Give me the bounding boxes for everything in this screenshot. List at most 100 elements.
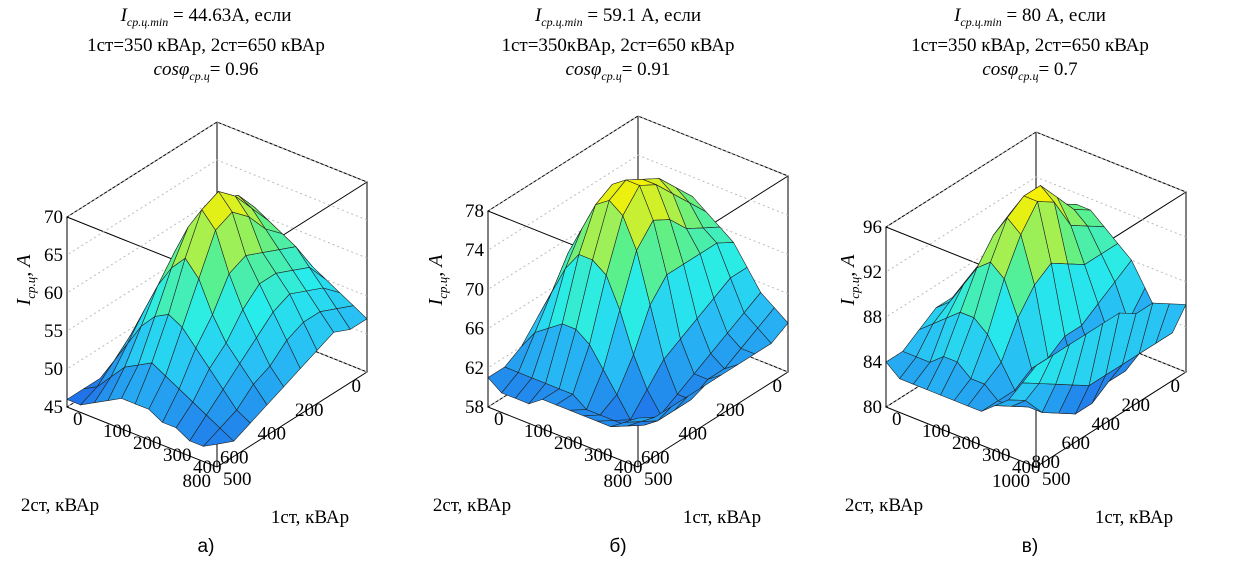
grid-line-z xyxy=(66,121,368,218)
title-line-value: = 0.91 xyxy=(621,58,671,80)
title-line: 1ст=350 кВАр, 2ст=650 кВАр xyxy=(824,34,1236,58)
x-tick-label: 0 xyxy=(773,376,783,397)
x-tick-label: 800 xyxy=(604,471,633,492)
grid-line-z xyxy=(487,115,789,212)
title-line-variable: I xyxy=(120,5,127,26)
title-line-subscript: ср.ц xyxy=(189,68,210,83)
z-tick-label: 60 xyxy=(44,283,63,304)
z-tick-label: 45 xyxy=(44,397,63,418)
surface xyxy=(487,178,789,428)
z-axis-label: Iср.ц, А xyxy=(837,254,862,307)
x-tick-label: 600 xyxy=(1062,433,1091,454)
grid-line-z xyxy=(487,154,789,251)
y-axis-label: 1ст, кВАр xyxy=(683,507,761,528)
z-tick-label: 78 xyxy=(465,201,484,222)
title-line: Iср.ц.min = 80 А, если xyxy=(824,4,1236,34)
title-line-value: = 0.96 xyxy=(209,58,259,80)
z-axis-label: Iср.ц, А xyxy=(425,254,450,307)
z-tick-label: 70 xyxy=(465,279,484,300)
grid-line-z xyxy=(885,131,1187,228)
z-tick-label: 74 xyxy=(465,240,485,261)
title-line: 1ст=350кВАр, 2ст=650 кВАр xyxy=(412,34,824,58)
title-line-text: 1ст=350кВАр, 2ст=650 кВАр xyxy=(501,34,735,56)
x-tick-label: 400 xyxy=(1092,414,1121,435)
title-line-subscript: ср.ц.min xyxy=(960,14,1002,29)
title-line-variable: cosφ xyxy=(565,58,602,80)
y-tick-label: 500 xyxy=(223,469,252,490)
title-line-value: = 0.7 xyxy=(1038,58,1078,80)
x-axis-label: 2ст, кВАр xyxy=(845,495,923,516)
title-line-value: = 59.1 А, если xyxy=(582,5,702,26)
z-tick-label: 55 xyxy=(44,321,63,342)
y-axis-label: 1ст, кВАр xyxy=(1095,507,1173,528)
y-tick-label: 200 xyxy=(554,433,583,454)
y-tick-label: 500 xyxy=(644,469,673,490)
y-tick-label: 400 xyxy=(614,457,643,478)
surface xyxy=(885,185,1187,415)
y-tick-label: 100 xyxy=(922,421,951,442)
y-tick-label: 200 xyxy=(133,433,162,454)
y-tick-label: 500 xyxy=(1042,469,1071,490)
y-tick-label: 300 xyxy=(982,445,1011,466)
x-tick-label: 400 xyxy=(679,424,708,445)
z-tick-label: 92 xyxy=(863,262,882,283)
surface-plot-svg: 4550556065700200400600800010020030040050… xyxy=(13,121,369,528)
x-tick-label: 400 xyxy=(258,424,287,445)
x-axis-label: 2ст, кВАр xyxy=(433,495,511,516)
title-line: 1ст=350 кВАр, 2ст=650 кВАр xyxy=(0,34,412,58)
z-tick-label: 50 xyxy=(44,359,63,380)
z-tick-label: 62 xyxy=(465,358,484,379)
z-tick-label: 96 xyxy=(863,217,882,238)
surface-patch xyxy=(624,416,655,423)
title-line-text: 1ст=350 кВАр, 2ст=650 кВАр xyxy=(87,34,325,56)
chart-title: Iср.ц.min = 59.1 А, если 1ст=350кВАр, 2ст… xyxy=(412,4,824,88)
chart-title: Iср.ц.min = 44.63А, если 1ст=350 кВАр, 2с… xyxy=(0,4,412,88)
x-tick-label: 800 xyxy=(183,471,212,492)
chart-title: Iср.ц.min = 80 А, если 1ст=350 кВАр, 2ст=… xyxy=(824,4,1236,88)
title-line-variable: I xyxy=(534,5,542,26)
chart-panel-a: 45 50 55 60 65 70 0 200 400 600 800 0 100 200 300 400 50… xyxy=(0,0,412,567)
y-axis-label: 1ст, кВАр xyxy=(271,507,349,528)
x-tick-label: 0 xyxy=(352,376,362,397)
z-tick-label: 65 xyxy=(44,245,63,266)
z-axis-label: Iср.ц, А xyxy=(13,254,38,307)
panel-label: б) xyxy=(609,536,627,557)
x-axis-label: 2ст, кВАр xyxy=(21,495,99,516)
surface xyxy=(66,190,368,447)
title-line: Iср.ц.min = 59.1 А, если xyxy=(412,4,824,34)
chart-panel-b: 58 62 66 70 74 78 0 200 400 600 800 0 100 200 300 400 50… xyxy=(412,0,824,567)
title-line-subscript: ср.ц xyxy=(601,68,622,83)
x-tick-label: 200 xyxy=(1122,395,1151,416)
y-tick-label: 400 xyxy=(193,457,222,478)
x-tick-label: 600 xyxy=(220,447,249,468)
title-line-value: = 80 А, если xyxy=(1001,5,1106,26)
title-line: cosφср.ц= 0.96 xyxy=(0,58,412,88)
surface-plot-svg: 8084889296020040060080010000100200300400… xyxy=(837,131,1188,528)
y-tick-label: 0 xyxy=(892,409,902,430)
title-line-variable: cosφ xyxy=(153,58,190,80)
z-tick-label: 70 xyxy=(44,207,63,228)
title-line-subscript: ср.ц xyxy=(1018,68,1039,83)
y-tick-label: 200 xyxy=(952,433,981,454)
x-tick-label: 600 xyxy=(641,447,670,468)
z-tick-label: 84 xyxy=(863,352,883,373)
x-tick-label: 1000 xyxy=(992,471,1030,492)
title-line-variable: I xyxy=(954,5,961,26)
y-tick-label: 0 xyxy=(494,409,504,430)
z-tick-label: 66 xyxy=(465,319,484,340)
x-tick-label: 200 xyxy=(295,400,324,421)
z-tick-label: 80 xyxy=(863,397,882,418)
surface-patch xyxy=(1021,354,1054,384)
y-tick-label: 300 xyxy=(584,445,613,466)
title-line-subscript: ср.ц.min xyxy=(541,14,583,29)
x-tick-label: 0 xyxy=(1171,376,1181,397)
surface-plot-svg: 5862667074780200400600800010020030040050… xyxy=(425,115,790,528)
grid-line-z xyxy=(885,176,1187,273)
z-tick-label: 88 xyxy=(863,307,882,328)
title-line: Iср.ц.min = 44.63А, если xyxy=(0,4,412,34)
grid-line-z xyxy=(66,159,368,256)
chart-panel-c: 80 84 88 92 96 0 200 400 600 800 1000 0 100 200 300 400… xyxy=(824,0,1236,567)
z-tick-label: 58 xyxy=(465,397,484,418)
title-line-subscript: ср.ц.min xyxy=(126,14,169,29)
title-line: cosφср.ц= 0.91 xyxy=(412,58,824,88)
